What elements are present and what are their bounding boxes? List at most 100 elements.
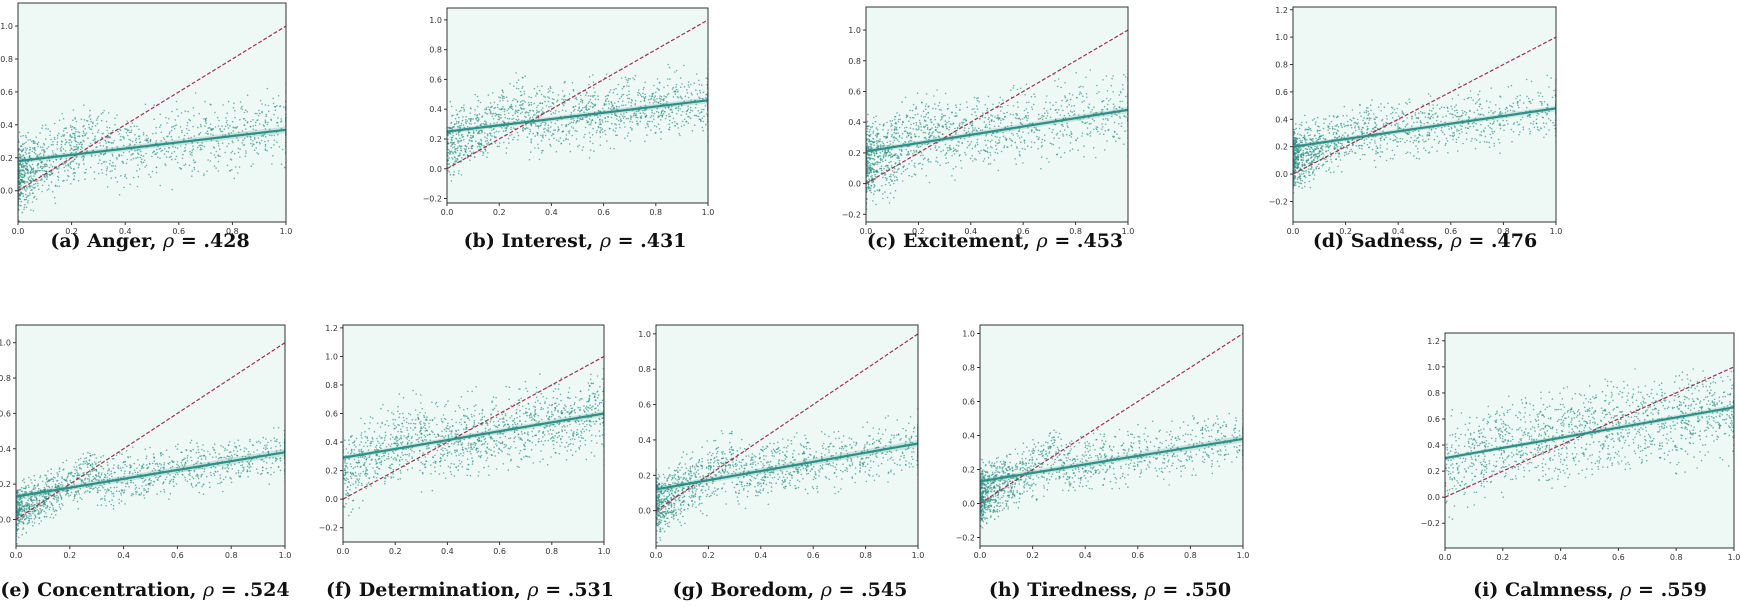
data-point bbox=[635, 116, 637, 119]
data-point bbox=[936, 149, 938, 151]
data-point bbox=[465, 118, 467, 121]
data-point bbox=[162, 137, 165, 139]
data-point bbox=[255, 147, 257, 149]
data-point bbox=[497, 115, 500, 118]
data-point bbox=[989, 154, 992, 156]
data-point bbox=[283, 166, 286, 169]
data-point bbox=[1075, 139, 1077, 141]
data-point bbox=[1347, 152, 1350, 155]
data-point bbox=[883, 167, 885, 170]
data-point bbox=[477, 142, 479, 145]
data-point bbox=[517, 138, 519, 141]
data-point bbox=[168, 147, 170, 149]
data-point bbox=[237, 151, 240, 154]
data-point bbox=[989, 140, 992, 143]
data-point bbox=[25, 196, 28, 199]
data-point bbox=[598, 123, 601, 126]
data-point bbox=[72, 119, 74, 121]
data-point bbox=[50, 143, 53, 146]
data-point bbox=[924, 132, 926, 134]
data-point bbox=[517, 111, 519, 114]
data-point bbox=[965, 119, 967, 121]
data-point bbox=[79, 141, 82, 144]
data-point bbox=[1068, 104, 1070, 106]
caption-title: Anger bbox=[87, 230, 150, 252]
data-point bbox=[519, 101, 522, 103]
data-point bbox=[148, 173, 150, 176]
data-point bbox=[590, 120, 593, 122]
data-point bbox=[559, 137, 562, 139]
data-point bbox=[876, 161, 878, 163]
data-point bbox=[192, 125, 194, 128]
data-point bbox=[24, 189, 26, 191]
data-point bbox=[84, 178, 86, 180]
data-point bbox=[997, 114, 999, 116]
data-point bbox=[895, 126, 898, 129]
data-point bbox=[108, 126, 111, 129]
data-point bbox=[256, 152, 258, 154]
data-point bbox=[882, 197, 884, 200]
data-point bbox=[998, 117, 1001, 119]
data-point bbox=[637, 110, 640, 113]
data-point bbox=[877, 141, 879, 143]
data-point bbox=[1024, 94, 1026, 96]
data-point bbox=[912, 103, 915, 106]
data-point bbox=[255, 129, 257, 131]
data-point bbox=[677, 109, 680, 112]
data-point bbox=[452, 134, 454, 137]
caption-title: Interest bbox=[501, 230, 587, 252]
data-point bbox=[920, 115, 923, 117]
data-point bbox=[974, 144, 977, 146]
data-point bbox=[1059, 114, 1062, 116]
data-point bbox=[953, 149, 956, 151]
data-point bbox=[69, 149, 71, 152]
data-point bbox=[870, 151, 873, 154]
data-point bbox=[924, 115, 927, 118]
data-point bbox=[149, 176, 152, 178]
data-point bbox=[870, 169, 873, 172]
data-point bbox=[1111, 115, 1113, 118]
data-point bbox=[890, 173, 892, 176]
data-point bbox=[1081, 135, 1083, 137]
data-point bbox=[657, 116, 659, 119]
data-point bbox=[194, 92, 197, 94]
data-point bbox=[1046, 115, 1049, 117]
data-point bbox=[272, 154, 274, 157]
data-point bbox=[39, 179, 42, 181]
data-point bbox=[31, 163, 34, 166]
data-point bbox=[486, 133, 489, 135]
data-point bbox=[256, 119, 258, 122]
data-point bbox=[84, 133, 87, 136]
data-point bbox=[250, 165, 253, 167]
data-point bbox=[477, 132, 479, 135]
data-point bbox=[643, 97, 646, 100]
data-point bbox=[896, 168, 899, 171]
data-point bbox=[206, 170, 208, 172]
data-point bbox=[1319, 129, 1321, 132]
data-point bbox=[74, 172, 76, 174]
data-point bbox=[174, 158, 177, 161]
data-point bbox=[128, 138, 130, 141]
data-point bbox=[683, 64, 685, 67]
data-point bbox=[70, 183, 72, 185]
data-point bbox=[277, 94, 280, 97]
data-point bbox=[486, 143, 488, 145]
data-point bbox=[478, 118, 480, 120]
data-point bbox=[600, 123, 602, 125]
data-point bbox=[63, 152, 65, 155]
data-point bbox=[599, 144, 602, 146]
data-point bbox=[951, 175, 953, 177]
data-point bbox=[1045, 117, 1047, 119]
data-point bbox=[690, 83, 692, 86]
data-point bbox=[242, 144, 245, 146]
data-point bbox=[944, 123, 947, 126]
data-point bbox=[614, 123, 616, 125]
data-point bbox=[31, 189, 33, 191]
identity-line bbox=[447, 19, 708, 170]
data-point bbox=[888, 161, 890, 164]
rho-value: = .453 bbox=[1054, 230, 1124, 252]
data-point bbox=[98, 155, 100, 157]
data-point bbox=[963, 127, 966, 129]
data-point bbox=[217, 160, 220, 163]
data-point bbox=[41, 179, 43, 181]
